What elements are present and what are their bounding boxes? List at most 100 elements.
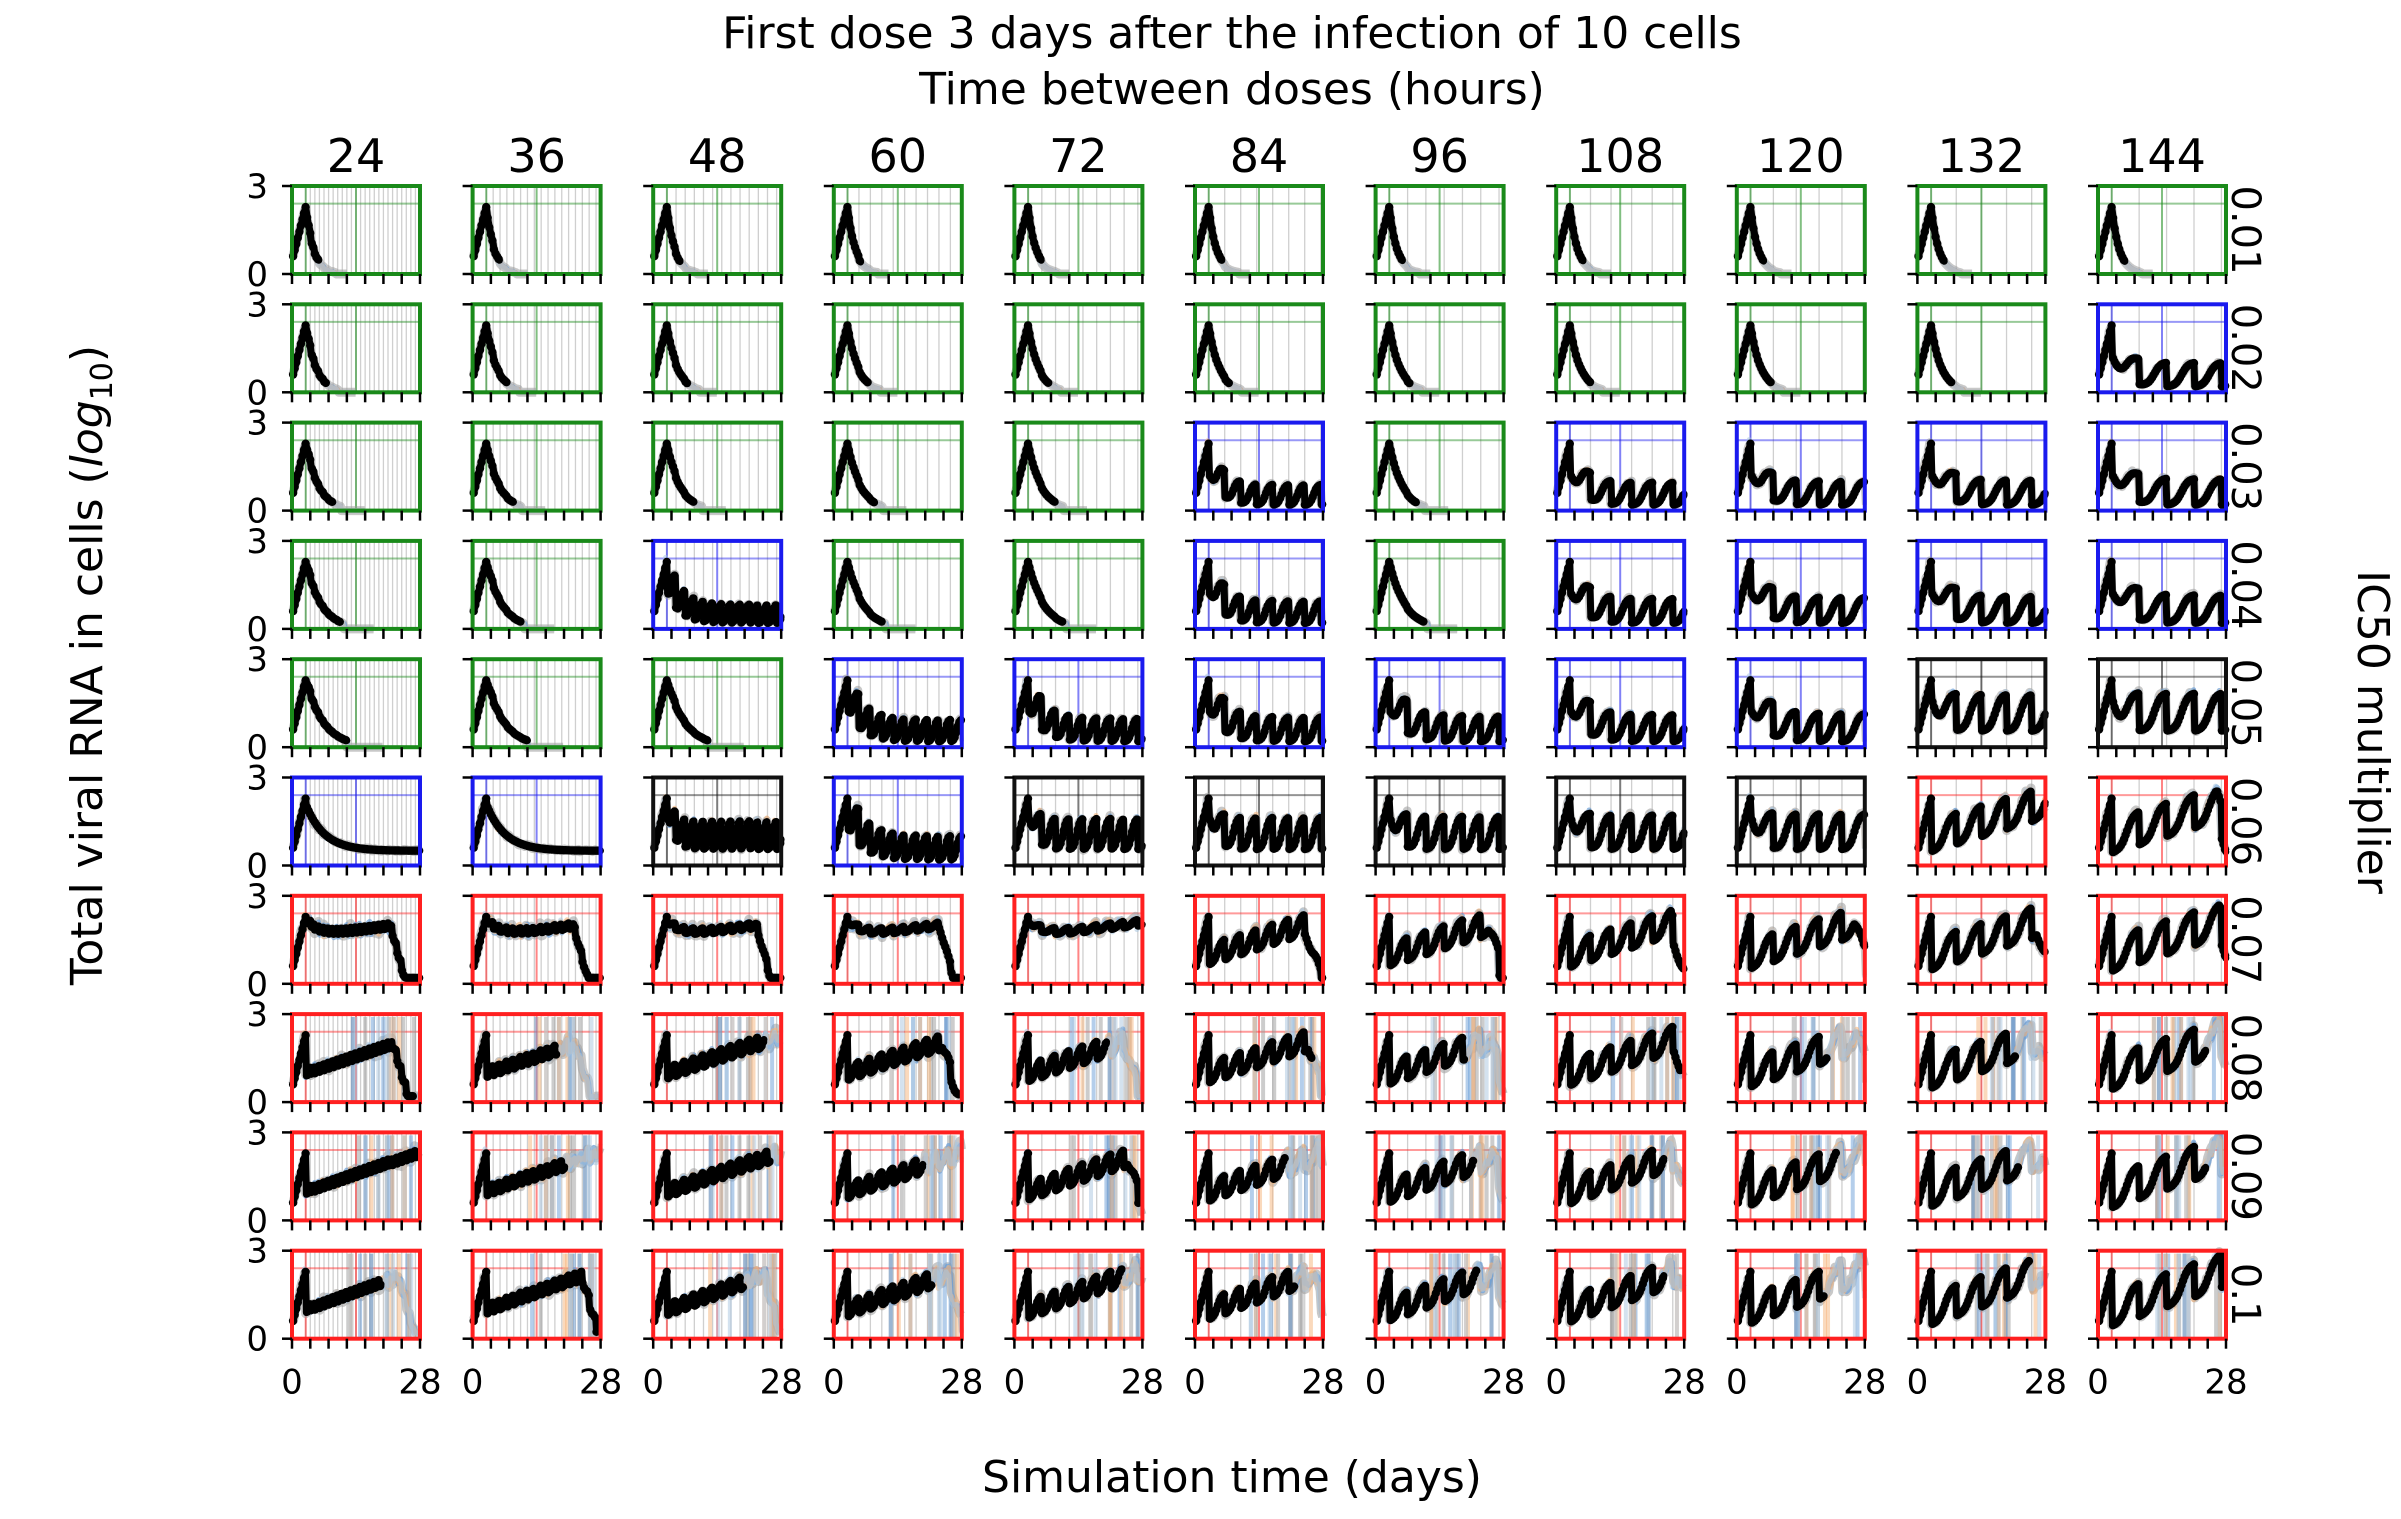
mean-point [758,832,768,841]
column-label-132: 132 [1937,129,2025,183]
panel-r0.01-c84 [1185,184,1325,284]
mean-point [1385,439,1394,448]
mean-point [1976,690,1985,700]
mean-point [670,807,679,816]
panel-r0.01-c24: 03 [246,167,422,295]
panel-frame-cleared [651,184,784,276]
panel-r0.04-c96 [1365,538,1506,639]
mean-point [2216,359,2225,368]
mean-point [871,842,880,852]
mean-point [685,830,695,839]
mean-point [1078,713,1087,722]
mean-point [689,497,698,506]
panel-r0.03-c48 [643,420,784,521]
mean-point [738,841,748,850]
panel-r0.02-c36 [462,302,603,403]
panel-r0.03-c84 [1185,420,1327,521]
mean-point [2107,557,2116,567]
panel-frame-cleared [1193,184,1325,276]
mean-point [1929,337,1939,347]
mean-point [771,601,780,610]
mean-point [508,497,517,506]
panel-r0.05-c132 [1907,657,2050,758]
mean-point [1928,329,1937,338]
mean-point [1926,439,1936,448]
mean-point [869,498,878,507]
mean-point [301,794,310,803]
mean-point [849,815,858,824]
mean-point [721,836,730,846]
mean-point [301,321,310,330]
mean-point [2161,590,2171,600]
mean-point [1058,833,1067,842]
column-label-48: 48 [688,129,747,183]
mean-point [1750,232,1760,241]
mean-point [1565,794,1575,803]
mean-point [665,588,675,598]
mean-point [1565,202,1575,212]
mean-point [945,715,955,725]
panel-r0.06-c108 [1546,775,1689,876]
mean-point [2119,256,2129,265]
mean-point [689,594,698,603]
mean-point [1268,813,1277,823]
mean-point [1204,202,1213,212]
y-tick-label: 3 [246,285,268,325]
panel-frame-cleared [1373,420,1506,513]
panel-frame-suppressed [2096,420,2228,513]
mean-point [1585,377,1595,387]
mean-point [1565,676,1575,685]
mean-point [1106,814,1115,824]
panel-r0.01-c108 [1546,184,1687,284]
mean-point [933,716,942,725]
mean-point [1578,255,1587,264]
panel-frame-cleared [1012,538,1145,631]
panel-frame-cleared [651,420,784,513]
column-label-144: 144 [2118,129,2206,183]
mean-point [1568,337,1578,347]
panel-frame-cleared [2096,184,2228,276]
mean-point [1044,378,1053,387]
chart-title: First dose 3 days after the infection of… [722,8,1742,59]
mean-point [1389,232,1399,241]
panel-frame-suppressed [1915,420,2048,513]
mean-point [1235,477,1244,486]
column-label-24: 24 [327,129,386,183]
mean-point [877,617,886,626]
mean-point [664,213,673,223]
mean-point [945,832,955,841]
mean-point [488,692,497,701]
mean-point [2026,592,2035,602]
mean-point [1126,834,1135,843]
mean-point [704,829,713,838]
mean-point [665,337,675,346]
mean-point [844,213,854,223]
mean-point [855,256,864,265]
panel-r0.01-c144 [2088,184,2228,284]
mean-point [1746,321,1755,330]
column-label-72: 72 [1049,129,1108,183]
panel-frame-cleared [470,538,603,631]
mean-point [1036,692,1045,701]
mean-point [1085,831,1095,840]
mean-point [485,223,494,232]
mean-point [1951,689,1961,699]
panel-r0.03-c132 [1907,420,2050,521]
mean-point [1439,812,1448,822]
panel-r0.04-c84 [1185,538,1327,639]
mean-point [860,833,869,842]
mean-point [1209,232,1218,241]
mean-point [1268,480,1277,490]
mean-point [689,817,698,826]
mean-point [933,832,942,842]
panel-r0.05-c120 [1726,657,1869,758]
mean-point [1668,594,1677,604]
panel-r0.05-c72 [1004,657,1146,758]
mean-point [1118,715,1128,724]
column-label-108: 108 [1576,129,1664,183]
mean-point [2107,676,2116,685]
mean-point [2107,202,2116,212]
mean-point [1205,329,1215,338]
mean-point [844,329,854,338]
